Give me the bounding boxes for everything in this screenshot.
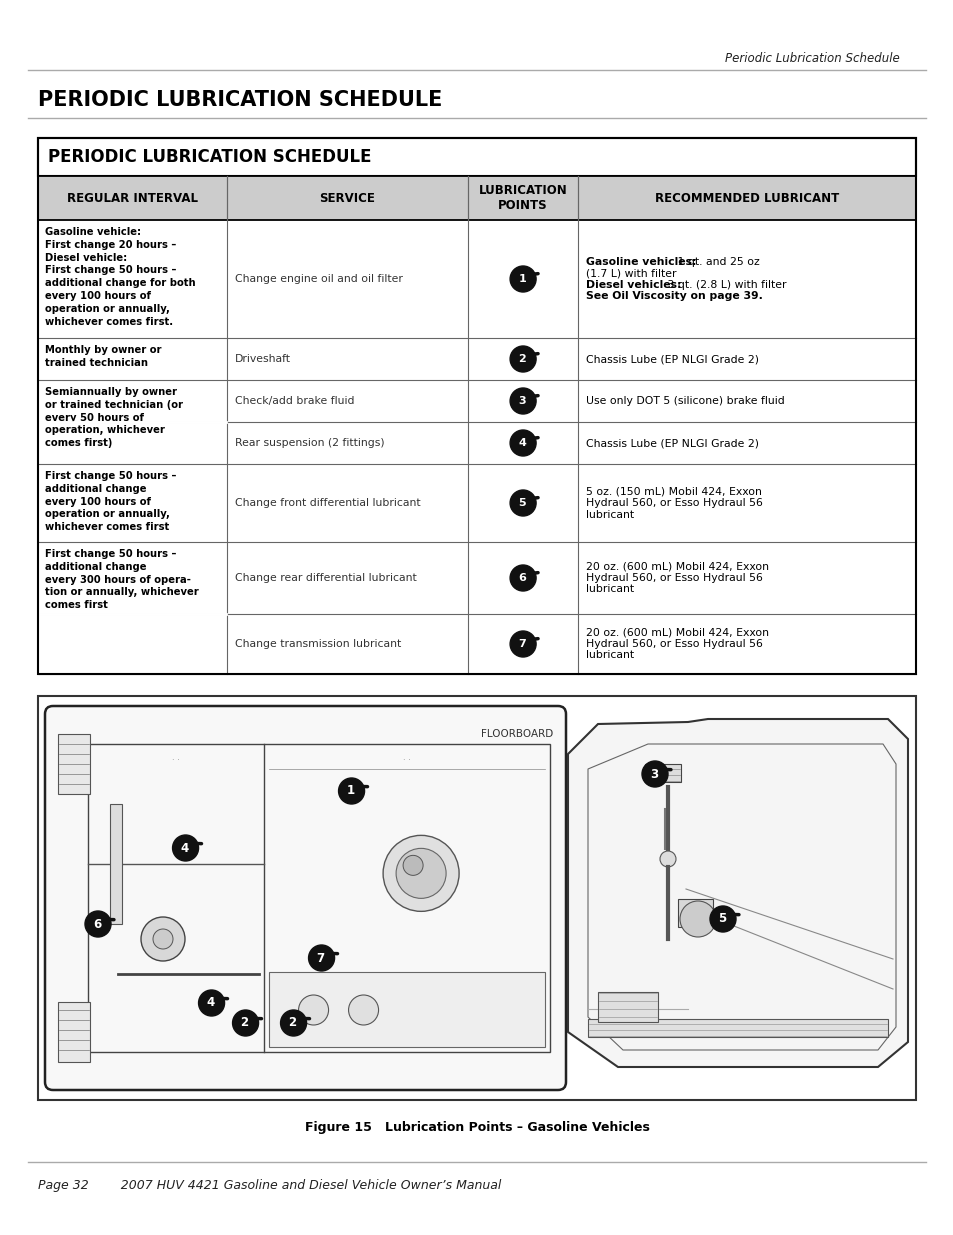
Text: Page 32        2007 HUV 4421 Gasoline and Diesel Vehicle Owner’s Manual: Page 32 2007 HUV 4421 Gasoline and Diese… [38,1178,501,1192]
Bar [110,804,122,924]
Circle shape [510,564,536,592]
Text: RECOMMENDED LUBRICANT: RECOMMENDED LUBRICANT [654,191,839,205]
Text: Gasoline vehicles:: Gasoline vehicles: [585,257,696,267]
FancyBboxPatch shape [45,706,565,1091]
Circle shape [233,1010,258,1036]
Text: 7: 7 [517,638,525,650]
Text: lubricant: lubricant [585,510,634,520]
Text: 1: 1 [346,784,355,798]
Text: 5: 5 [717,913,725,925]
Text: Rear suspension (2 fittings): Rear suspension (2 fittings) [234,438,384,448]
Text: Use only DOT 5 (silicone) brake fluid: Use only DOT 5 (silicone) brake fluid [585,396,784,406]
Text: 6: 6 [517,573,525,583]
Circle shape [383,835,458,911]
Circle shape [85,911,111,937]
Circle shape [141,918,185,961]
Circle shape [510,490,536,516]
Bar [644,764,680,782]
Text: 2: 2 [288,1016,296,1030]
Bar [678,899,712,927]
Text: REGULAR INTERVAL: REGULAR INTERVAL [67,191,197,205]
Text: (1.7 L) with filter: (1.7 L) with filter [585,268,676,278]
Text: First change 50 hours –
additional change
every 100 hours of
operation or annual: First change 50 hours – additional chang… [45,471,176,532]
Bar [269,972,544,1047]
Text: 3: 3 [517,396,525,406]
Circle shape [198,990,224,1016]
Bar [58,734,90,794]
Text: PERIODIC LUBRICATION SCHEDULE: PERIODIC LUBRICATION SCHEDULE [48,148,371,165]
Circle shape [172,835,198,861]
Text: Change rear differential lubricant: Change rear differential lubricant [234,573,416,583]
Text: 20 oz. (600 mL) Mobil 424, Exxon: 20 oz. (600 mL) Mobil 424, Exxon [585,627,768,637]
Text: lubricant: lubricant [585,651,634,661]
Circle shape [679,902,716,937]
Text: 1: 1 [517,274,525,284]
Text: Check/add brake fluid: Check/add brake fluid [234,396,354,406]
Text: 4: 4 [517,438,525,448]
Circle shape [510,388,536,414]
Text: FLOORBOARD: FLOORBOARD [480,729,553,739]
Text: Gasoline vehicle:
First change 20 hours –
Diesel vehicle:
First change 50 hours : Gasoline vehicle: First change 20 hours … [45,227,195,326]
Text: Change engine oil and oil filter: Change engine oil and oil filter [234,274,402,284]
Circle shape [510,430,536,456]
Circle shape [510,346,536,372]
Bar [38,697,915,1100]
Circle shape [510,631,536,657]
Bar [38,138,915,177]
Circle shape [308,945,335,971]
Polygon shape [567,719,907,1067]
Circle shape [403,856,423,876]
Bar [88,743,550,1052]
Text: 7: 7 [316,951,324,965]
Text: Periodic Lubrication Schedule: Periodic Lubrication Schedule [724,52,899,64]
Circle shape [510,266,536,291]
Text: Diesel vehicles:: Diesel vehicles: [585,280,680,290]
Text: 5 oz. (150 mL) Mobil 424, Exxon: 5 oz. (150 mL) Mobil 424, Exxon [585,487,761,496]
Bar [38,177,915,220]
Circle shape [298,995,328,1025]
Bar [587,1019,887,1037]
Text: Chassis Lube (EP NLGI Grade 2): Chassis Lube (EP NLGI Grade 2) [585,354,759,364]
Circle shape [348,995,378,1025]
Text: 5: 5 [517,498,525,508]
Text: See Oil Viscosity on page 39.: See Oil Viscosity on page 39. [585,291,762,301]
Circle shape [152,929,172,948]
Text: . .: . . [172,753,179,762]
Text: Figure 15   Lubrication Points – Gasoline Vehicles: Figure 15 Lubrication Points – Gasoline … [304,1121,649,1135]
Text: 3: 3 [649,767,658,781]
Circle shape [709,906,735,932]
Text: LUBRICATION
POINTS: LUBRICATION POINTS [478,184,567,212]
Text: lubricant: lubricant [585,584,634,594]
Text: 3 qt. (2.8 L) with filter: 3 qt. (2.8 L) with filter [663,280,786,290]
Circle shape [395,848,446,898]
Text: Hydraul 560, or Esso Hydraul 56: Hydraul 560, or Esso Hydraul 56 [585,638,762,650]
Circle shape [659,851,676,867]
Text: . .: . . [402,753,411,762]
Circle shape [338,778,364,804]
Text: PERIODIC LUBRICATION SCHEDULE: PERIODIC LUBRICATION SCHEDULE [38,90,442,110]
Text: 4: 4 [206,997,214,1009]
Bar [598,992,658,1023]
Bar [38,138,915,674]
Circle shape [641,761,667,787]
Text: SERVICE: SERVICE [319,191,375,205]
Bar [58,1002,90,1062]
Circle shape [280,1010,306,1036]
Text: Change front differential lubricant: Change front differential lubricant [234,498,420,508]
Text: First change 50 hours –
additional change
every 300 hours of opera-
tion or annu: First change 50 hours – additional chang… [45,550,198,610]
Text: Semiannually by owner
or trained technician (or
every 50 hours of
operation, whi: Semiannually by owner or trained technic… [45,387,183,448]
Text: 1 qt. and 25 oz: 1 qt. and 25 oz [674,257,760,267]
Text: 4: 4 [180,841,189,855]
Text: Chassis Lube (EP NLGI Grade 2): Chassis Lube (EP NLGI Grade 2) [585,438,759,448]
Text: 6: 6 [92,918,101,930]
Text: Hydraul 560, or Esso Hydraul 56: Hydraul 560, or Esso Hydraul 56 [585,573,762,583]
Text: Driveshaft: Driveshaft [234,354,291,364]
Text: 20 oz. (600 mL) Mobil 424, Exxon: 20 oz. (600 mL) Mobil 424, Exxon [585,562,768,572]
Text: 2: 2 [517,354,525,364]
Text: Monthly by owner or
trained technician: Monthly by owner or trained technician [45,345,161,368]
Text: 2: 2 [240,1016,249,1030]
Text: Change transmission lubricant: Change transmission lubricant [234,638,400,650]
Text: Hydraul 560, or Esso Hydraul 56: Hydraul 560, or Esso Hydraul 56 [585,498,762,508]
